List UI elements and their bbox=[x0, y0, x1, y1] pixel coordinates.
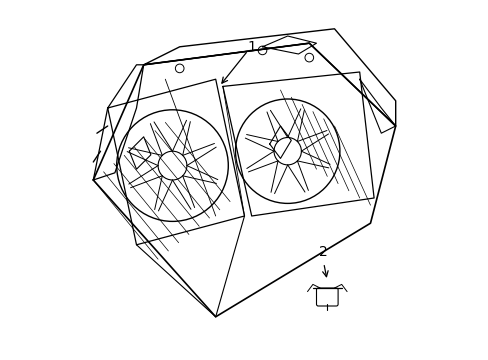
Text: 1: 1 bbox=[247, 40, 256, 54]
Text: 2: 2 bbox=[319, 245, 327, 259]
